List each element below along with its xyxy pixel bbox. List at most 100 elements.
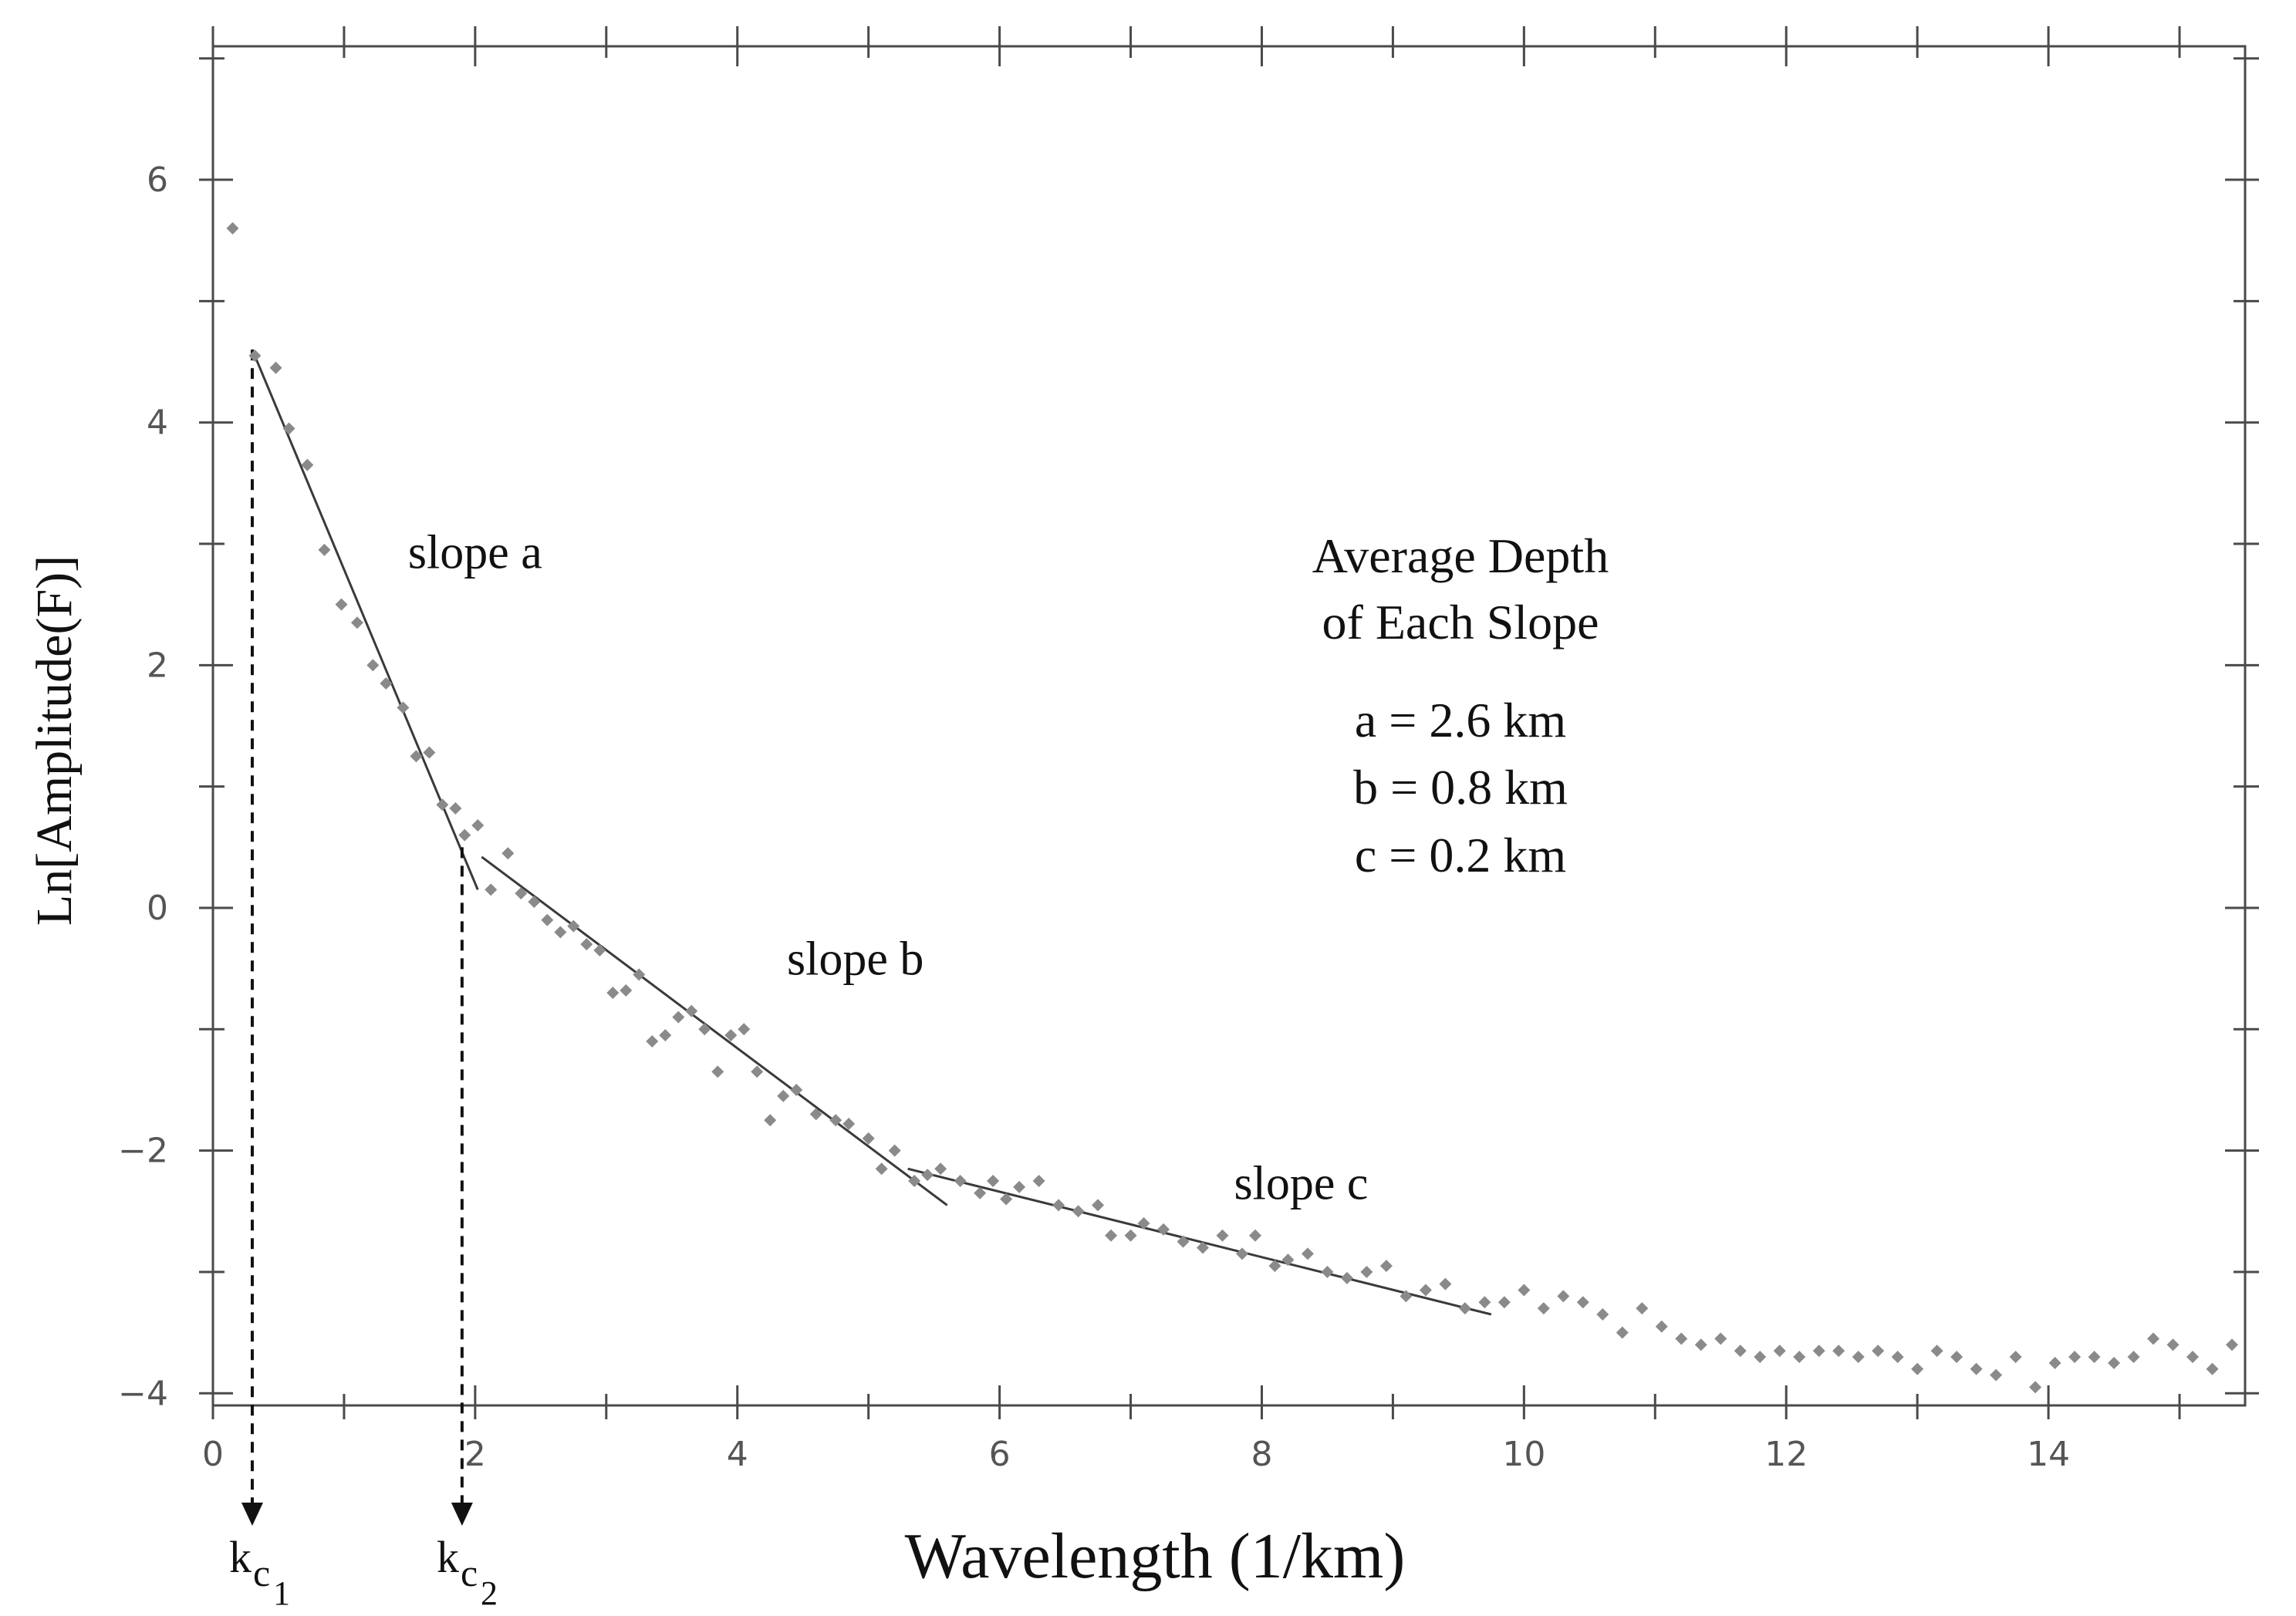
data-point (1793, 1351, 1806, 1364)
plot-frame (211, 45, 2247, 1407)
data-point (1655, 1320, 1668, 1333)
k-c2-label-base: k (437, 1532, 459, 1582)
x-tick-label: 4 (727, 1435, 748, 1474)
data-point (862, 1132, 875, 1145)
data-point (1497, 1296, 1511, 1309)
data-point (423, 746, 436, 759)
data-point (1832, 1344, 1845, 1358)
data-point (1930, 1344, 1943, 1358)
data-point (1301, 1247, 1314, 1260)
data-point (593, 944, 606, 957)
data-point (2226, 1338, 2239, 1351)
data-point (1596, 1308, 1609, 1321)
data-point (738, 1023, 751, 1036)
legend-item-c: c = 0.2 km (1355, 828, 1566, 882)
data-point (269, 361, 282, 374)
data-point (1105, 1229, 1118, 1242)
data-point (764, 1114, 777, 1127)
data-point (1616, 1326, 1629, 1339)
data-point (829, 1114, 842, 1127)
data-point (1137, 1217, 1150, 1230)
axis-ticks (199, 26, 2259, 1419)
data-point (1754, 1351, 1767, 1364)
data-point (2009, 1351, 2022, 1364)
slope-b-label: slope b (787, 933, 923, 986)
data-point (226, 221, 239, 234)
data-point (954, 1174, 967, 1187)
data-point (1360, 1265, 1373, 1278)
k-c1-label: k c 1 (229, 1532, 290, 1612)
y-tick-label: 6 (147, 160, 168, 200)
data-point (974, 1186, 987, 1199)
data-point (485, 883, 498, 896)
data-point (554, 926, 567, 939)
data-point (1281, 1253, 1295, 1267)
data-point (1248, 1229, 1261, 1242)
data-point (1812, 1344, 1825, 1358)
data-point (672, 1010, 685, 1024)
data-point (1419, 1284, 1432, 1297)
data-point (515, 887, 528, 900)
k-c2-arrowhead (451, 1503, 473, 1526)
data-point (1636, 1302, 1649, 1315)
k-c1-label-sub: c (253, 1551, 270, 1594)
data-point (1235, 1247, 1248, 1260)
slope-a-label: slope a (408, 526, 542, 579)
slope-c-fit-line (907, 1167, 1492, 1316)
y-tick-label: 4 (147, 403, 168, 443)
data-point (1734, 1344, 1747, 1358)
data-point (685, 1004, 698, 1017)
data-point (1576, 1296, 1589, 1309)
data-point (809, 1108, 822, 1121)
k-c2-label-sub: c (461, 1551, 478, 1594)
data-point (1537, 1302, 1550, 1315)
fit-lines (251, 349, 1492, 1316)
data-point (1557, 1290, 1570, 1303)
k-c2-label-subsub: 2 (481, 1574, 498, 1612)
data-point (921, 1169, 934, 1182)
data-point (777, 1089, 790, 1102)
data-point (2088, 1351, 2101, 1364)
y-axis-label: Ln[Amplitude(F)] (26, 555, 83, 926)
data-point (567, 919, 580, 933)
legend-item-b: b = 0.8 km (1353, 760, 1568, 815)
cutoff-markers (241, 349, 473, 1526)
y-tick-label: 2 (147, 646, 168, 685)
data-point (1013, 1180, 1026, 1193)
legend-item-a: a = 2.6 km (1355, 693, 1566, 747)
data-point (410, 750, 423, 763)
data-point (301, 458, 314, 471)
data-points (226, 221, 2239, 1394)
x-tick-label: 8 (1251, 1435, 1272, 1474)
slope-c-label: slope c (1234, 1158, 1369, 1210)
data-point (1478, 1296, 1491, 1309)
data-point (282, 422, 295, 435)
x-tick-label: 6 (989, 1435, 1011, 1474)
data-point (501, 847, 515, 860)
data-point (1157, 1223, 1170, 1236)
data-point (1379, 1260, 1393, 1273)
k-c2-label: k c 2 (437, 1532, 498, 1612)
slope-b-fit-line (481, 855, 948, 1206)
data-point (1439, 1277, 1452, 1290)
data-point (580, 938, 593, 951)
y-tick-label: −4 (118, 1374, 168, 1413)
data-point (1216, 1229, 1229, 1242)
data-point (1950, 1351, 1963, 1364)
x-tick-label: 10 (1502, 1435, 1545, 1474)
data-point (2206, 1362, 2219, 1375)
data-point (646, 1035, 659, 1048)
data-point (248, 349, 262, 363)
data-point (987, 1174, 1000, 1187)
data-point (1072, 1205, 1085, 1218)
data-point (2029, 1381, 2042, 1394)
data-point (318, 543, 331, 556)
data-point (2127, 1351, 2140, 1364)
data-point (620, 983, 633, 997)
data-point (1773, 1344, 1786, 1358)
data-point (711, 1065, 724, 1078)
data-point (2108, 1356, 2121, 1369)
data-point (1124, 1229, 1137, 1242)
k-c1-label-subsub: 1 (273, 1574, 290, 1612)
data-point (471, 819, 485, 832)
